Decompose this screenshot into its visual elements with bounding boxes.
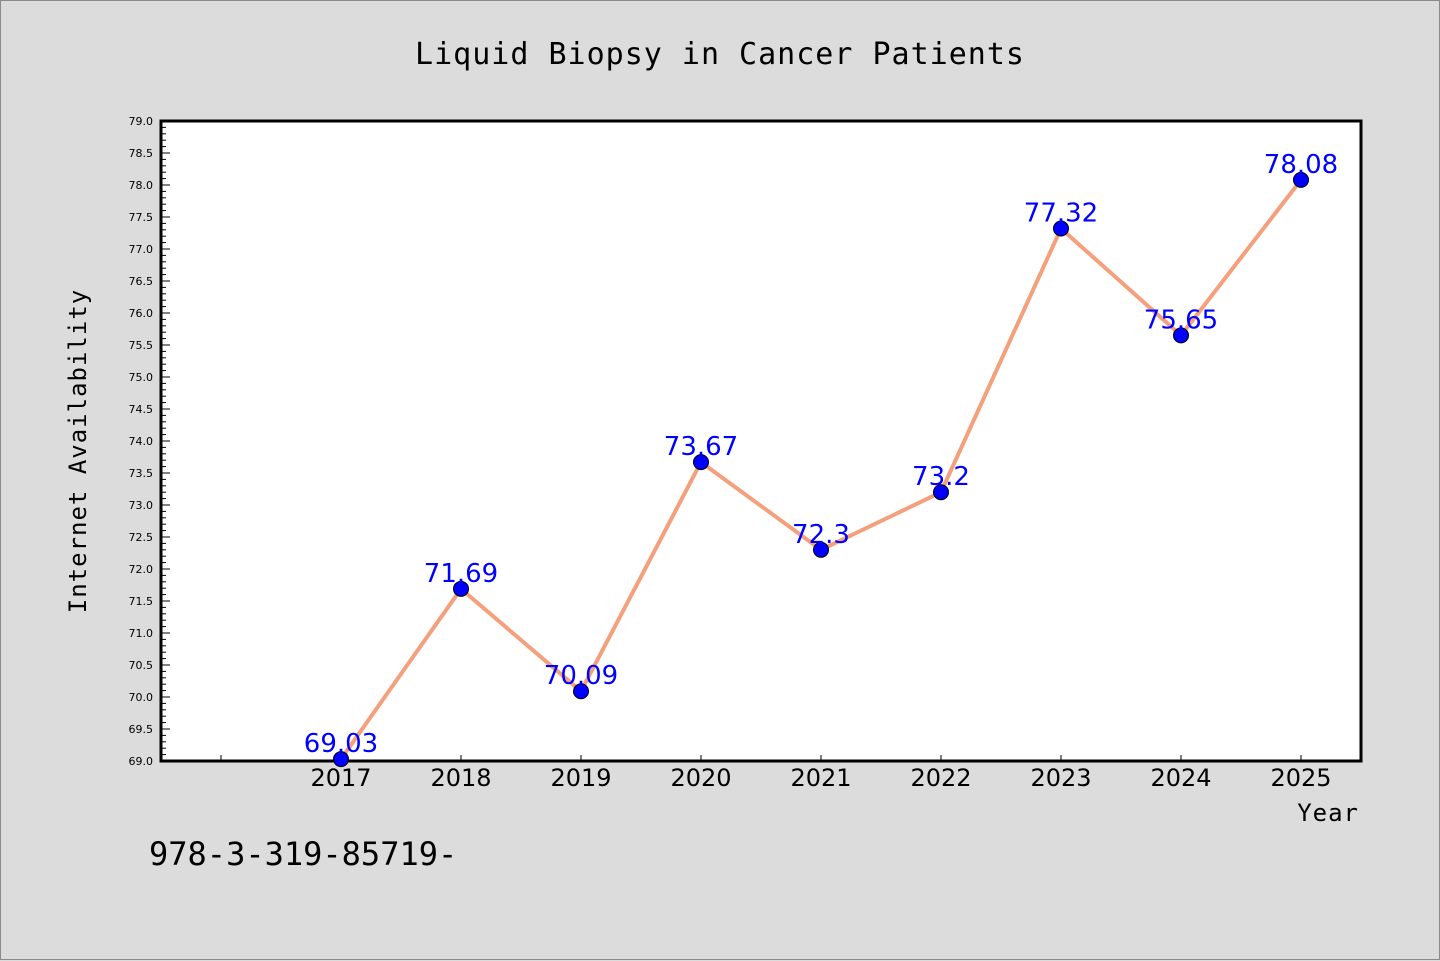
- y-tick-label: 75.0: [129, 371, 154, 384]
- x-tick-label: 2017: [310, 764, 371, 792]
- y-tick-label: 71.0: [129, 627, 154, 640]
- data-point: [333, 751, 349, 768]
- x-tick-label: 2021: [790, 764, 851, 792]
- data-point: [453, 580, 469, 597]
- data-label: 72.3: [792, 520, 850, 550]
- y-tick-label: 75.5: [129, 339, 154, 352]
- data-label: 73.67: [664, 432, 738, 462]
- y-tick-label: 69.5: [129, 723, 154, 736]
- data-point: [693, 454, 709, 471]
- plot-area: [159, 119, 1363, 763]
- x-tick-label: 2024: [1150, 764, 1211, 792]
- data-label: 71.69: [424, 559, 498, 589]
- y-tick-label: 70.0: [129, 691, 154, 704]
- y-tick-label: 74.0: [129, 435, 154, 448]
- y-tick-label: 72.5: [129, 531, 154, 544]
- y-axis: 69.0 69.5 70.0 70.5 71.0 71.5 72.0 72.5 73.0 73.5…: [129, 115, 170, 768]
- y-tick-label: 77.5: [129, 211, 154, 224]
- x-tick-label: 2022: [910, 764, 971, 792]
- y-tick-label: 70.5: [129, 659, 154, 672]
- data-label: 78.08: [1264, 150, 1338, 180]
- data-point: [1293, 171, 1309, 188]
- data-label: 70.09: [544, 661, 618, 691]
- data-point: [813, 541, 829, 558]
- y-tick-label: 76.0: [129, 307, 154, 320]
- data-point: [1173, 327, 1189, 344]
- x-tick-label: 2020: [670, 764, 731, 792]
- series-layer: 69.03 71.69 70.09 73.67 72.3 73.2 77.32 75.65 78…: [304, 150, 1338, 768]
- chart-title: Liquid Biopsy in Cancer Patients: [415, 37, 1025, 72]
- data-label: 75.65: [1144, 305, 1218, 335]
- data-label: 77.32: [1024, 199, 1098, 229]
- x-tick-label: 2025: [1270, 764, 1331, 792]
- y-tick-label: 78.5: [129, 147, 154, 160]
- y-tick-label: 73.0: [129, 499, 154, 512]
- y-tick-label: 76.5: [129, 275, 154, 288]
- data-point: [573, 683, 589, 700]
- x-tick-label: 2019: [550, 764, 611, 792]
- y-tick-label: 74.5: [129, 403, 154, 416]
- data-point: [1053, 220, 1069, 237]
- y-axis-label: Internet Availability: [64, 289, 92, 613]
- y-tick-label: 79.0: [129, 115, 154, 128]
- data-point: [933, 484, 949, 501]
- y-tick-label: 73.5: [129, 467, 154, 480]
- x-tick-label: 2018: [430, 764, 491, 792]
- x-axis-label: Year: [1297, 799, 1359, 827]
- x-tick-label: 2023: [1030, 764, 1091, 792]
- y-tick-label: 78.0: [129, 179, 154, 192]
- data-label: 69.03: [304, 729, 378, 759]
- data-label: 73.2: [912, 462, 970, 492]
- y-tick-label: 71.5: [129, 595, 154, 608]
- footnote-text: 978-3-319-85719-: [149, 835, 457, 873]
- y-tick-label: 77.0: [129, 243, 154, 256]
- y-tick-label: 72.0: [129, 563, 154, 576]
- y-tick-label: 69.0: [129, 755, 154, 768]
